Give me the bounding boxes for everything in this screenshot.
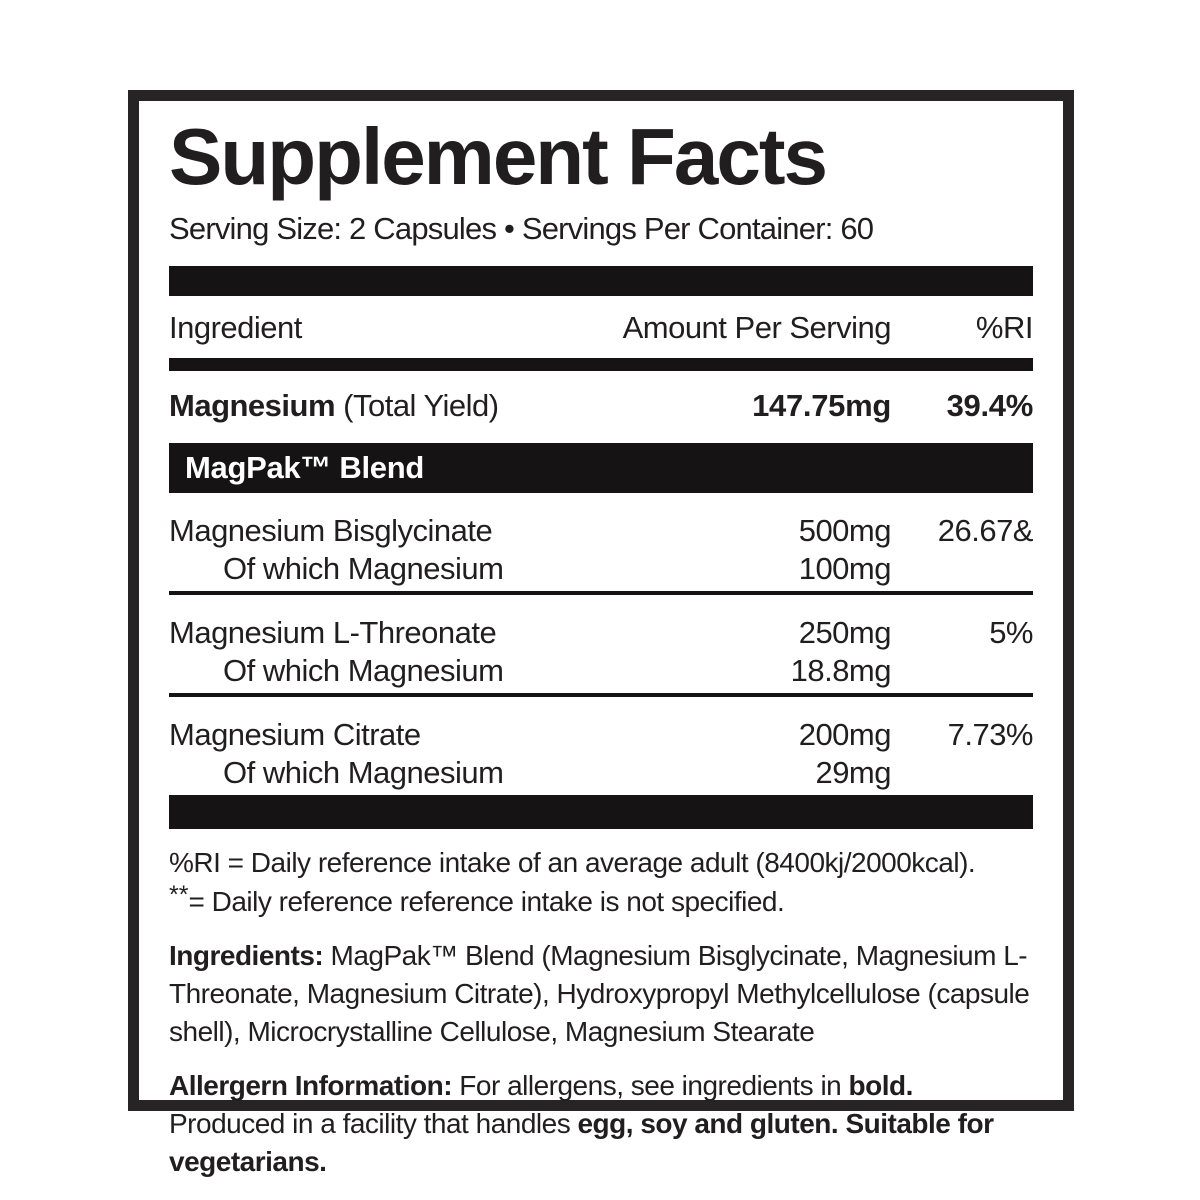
ingredient-name-bold: Magnesium — [169, 387, 336, 423]
ingredient-name-note: (Total Yield) — [335, 387, 499, 423]
allergen-bold-2: egg, soy and gluten. Suitable for vegeta… — [169, 1107, 994, 1177]
column-header-ri: %RI — [975, 309, 1034, 345]
ingredients-paragraph: Ingredients: MagPak™ Blend (Magnesium Bi… — [169, 937, 1033, 1051]
blend-header-bar: MagPak™ Blend — [169, 442, 1033, 493]
sub-ingredient-name: Of which Magnesium — [223, 652, 504, 688]
ingredients-text: MagPak™ Blend (Magnesium Bisglycinate, M… — [169, 939, 1030, 1047]
ingredient-name: Magnesium (Total Yield) — [169, 387, 691, 425]
serving-info: Serving Size: 2 Capsules • Servings Per … — [169, 211, 874, 246]
ingredient-name: Magnesium Bisglycinate — [169, 512, 493, 548]
table-row-total: Magnesium (Total Yield) 147.75mg 39.4% — [169, 387, 1033, 425]
amount-value: 500mg — [798, 512, 892, 548]
asterisk-marker: ** — [169, 880, 189, 909]
divider-rule-header — [169, 357, 1033, 371]
amount-value: 147.75mg — [752, 387, 891, 423]
sub-ingredient-name: Of which Magnesium — [223, 754, 504, 790]
ri-value: 7.73% — [947, 716, 1034, 752]
footnote-asterisk-text: = Daily reference reference intake is no… — [188, 885, 785, 917]
footnote-asterisk: **= Daily reference reference intake is … — [169, 880, 1033, 923]
sub-ingredient-name: Of which Magnesium — [223, 550, 504, 586]
footnotes: %RI = Daily reference intake of an avera… — [169, 843, 1033, 923]
allergen-bold-1: bold. — [848, 1069, 914, 1101]
table-row: Magnesium Bisglycinate 500mg 26.67& — [169, 512, 1034, 550]
sub-amount-value: 100mg — [798, 550, 892, 586]
divider-bar-bottom — [169, 794, 1033, 829]
amount-value: 200mg — [798, 716, 892, 752]
panel-content: Supplement Facts Serving Size: 2 Capsule… — [139, 117, 1063, 1181]
allergen-text-1: For allergens, see ingredients in — [452, 1069, 849, 1101]
divider-bar-top — [169, 265, 1033, 296]
ingredient-group: Magnesium L-Threonate 250mg 5% Of which … — [169, 614, 1034, 690]
divider-rule — [169, 692, 1033, 697]
ingredients-label: Ingredients: — [169, 939, 324, 971]
divider-rule — [169, 590, 1033, 595]
table-row: Magnesium Citrate 200mg 7.73% — [169, 716, 1034, 754]
column-header-amount: Amount Per Serving — [622, 309, 892, 345]
panel-title: Supplement Facts — [169, 112, 828, 201]
allergen-label: Allergern Information: — [169, 1069, 453, 1101]
sub-amount-value: 29mg — [815, 754, 891, 790]
allergen-text-2: Produced in a facility that handles — [169, 1107, 578, 1139]
blend-header-label: MagPak™ Blend — [185, 449, 424, 485]
allergen-paragraph: Allergern Information: For allergens, se… — [169, 1067, 1033, 1181]
ri-value: 5% — [989, 614, 1033, 650]
supplement-facts-panel: Supplement Facts Serving Size: 2 Capsule… — [128, 90, 1074, 1177]
amount-value: 250mg — [798, 614, 892, 650]
table-subrow: Of which Magnesium 100mg — [169, 550, 1033, 588]
ingredient-group: Magnesium Bisglycinate 500mg 26.67& Of w… — [169, 512, 1034, 588]
ingredient-name: Magnesium Citrate — [169, 716, 421, 752]
table-header-row: Ingredient Amount Per Serving %RI — [169, 296, 1034, 358]
column-header-ingredient: Ingredient — [169, 309, 302, 345]
table-subrow: Of which Magnesium 29mg — [169, 754, 1033, 792]
table-row: Magnesium L-Threonate 250mg 5% — [169, 614, 1034, 652]
sub-amount-value: 18.8mg — [790, 652, 892, 688]
table-subrow: Of which Magnesium 18.8mg — [169, 652, 1033, 690]
footnote-ri: %RI = Daily reference intake of an avera… — [169, 846, 976, 878]
ri-value: 39.4% — [946, 387, 1034, 423]
ingredient-group: Magnesium Citrate 200mg 7.73% Of which M… — [169, 716, 1034, 792]
ingredient-name: Magnesium L-Threonate — [169, 614, 497, 650]
ri-value: 26.67& — [937, 512, 1034, 548]
